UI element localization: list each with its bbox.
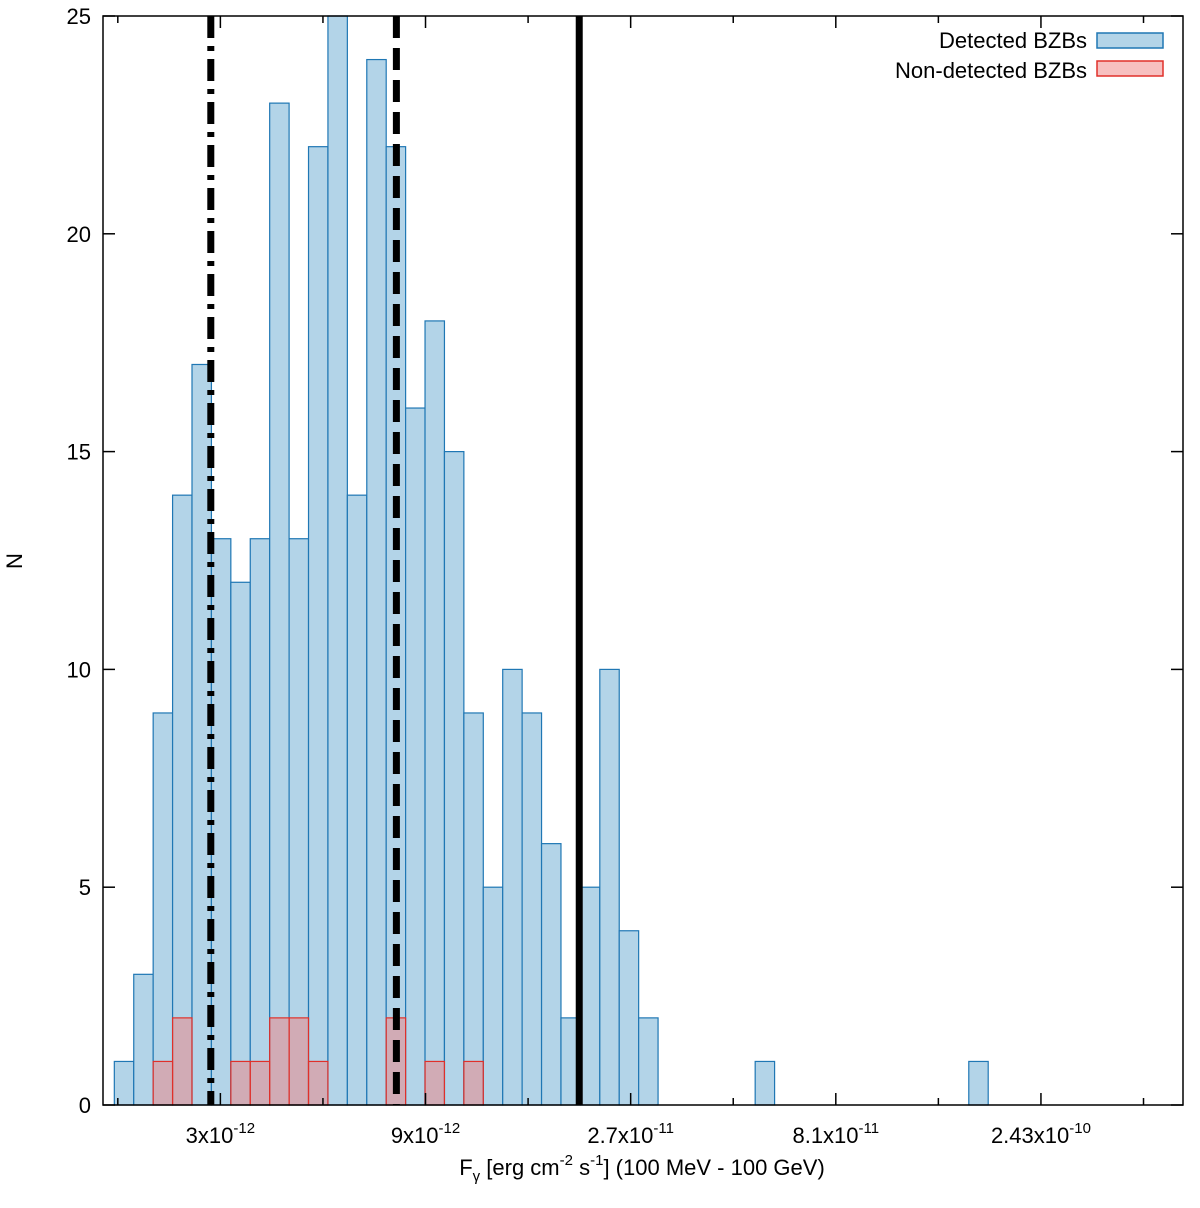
legend-swatch-nondetected — [1096, 60, 1164, 77]
y-tick-label: 15 — [67, 440, 91, 465]
nondetected-bar — [171, 1017, 193, 1106]
y-axis-ticks: 0 5 10 15 20 25 — [67, 4, 1183, 1118]
legend-label-detected: Detected BZBs — [939, 28, 1087, 53]
x-tick-mantissa: 2.7x10 — [587, 1123, 653, 1148]
x-title-part3: ] (100 MeV - 100 GeV) — [603, 1155, 824, 1180]
detected-bar — [171, 494, 193, 1106]
detected-bar — [579, 886, 601, 1106]
x-title-part2: s — [573, 1155, 590, 1180]
y-axis-title: N — [2, 553, 27, 569]
detected-bar — [540, 843, 562, 1106]
legend: Detected BZBs Non-detected BZBs — [895, 28, 1164, 83]
detected-bar — [346, 494, 368, 1106]
x-tick-mantissa: 8.1x10 — [792, 1123, 858, 1148]
nondetected-bar — [152, 1060, 174, 1106]
x-tick-exponent: -11 — [859, 1120, 880, 1137]
x-tick-exponent: -12 — [233, 1120, 255, 1137]
detected-bar — [366, 58, 387, 1106]
detected-bar — [249, 538, 271, 1106]
y-tick-label: 25 — [67, 4, 91, 29]
x-tick-label: 3x10-12 — [186, 1120, 255, 1148]
detected-bar — [618, 930, 640, 1106]
detected-bar — [133, 973, 154, 1106]
x-title-part1: [erg cm — [480, 1155, 559, 1180]
x-tick-mantissa: 2.43x10 — [991, 1123, 1069, 1148]
detected-bar — [424, 320, 446, 1106]
plot-frame — [102, 15, 1184, 1106]
detected-bar — [638, 1017, 659, 1106]
x-tick-exponent: -10 — [1069, 1120, 1091, 1137]
detected-bar — [599, 668, 620, 1106]
y-tick-label: 20 — [67, 222, 91, 247]
nondetected-bar — [463, 1060, 484, 1106]
nondetected-bar — [230, 1060, 251, 1106]
detected-bar — [210, 538, 232, 1106]
detected-bar — [405, 407, 426, 1106]
x-title-main: F — [459, 1155, 472, 1180]
x-tick-mantissa: 9x10 — [391, 1123, 439, 1148]
x-axis-title: Fγ [erg cm-2 s-1] (100 MeV - 100 GeV) — [459, 1152, 825, 1185]
x-tick-label: 2.7x10-11 — [587, 1120, 674, 1148]
x-tick-label: 2.43x10-10 — [991, 1120, 1091, 1148]
detected-bar — [754, 1060, 776, 1106]
detected-bar — [968, 1060, 989, 1106]
nondetected-bar — [288, 1017, 310, 1106]
detected-bar — [230, 581, 251, 1106]
detected-bar — [443, 451, 465, 1106]
detected-bar — [327, 15, 348, 1106]
x-tick-label: 8.1x10-11 — [792, 1120, 879, 1148]
x-tick-label: 9x10-12 — [391, 1120, 460, 1148]
detected-bar — [502, 668, 523, 1106]
detected-bar — [463, 712, 484, 1106]
detected-bar — [521, 712, 543, 1106]
legend-label-nondetected: Non-detected BZBs — [895, 58, 1087, 83]
nondetected-bar — [249, 1060, 271, 1106]
nondetected-bar — [307, 1060, 329, 1106]
detected-bar — [152, 712, 174, 1106]
reference-lines — [207, 16, 583, 1105]
x-tick-exponent: -11 — [653, 1120, 674, 1137]
x-axis-ticks: 3x10-12 9x10-12 2.7x10-11 8.1x10-11 2.43x10-… — [117, 16, 1145, 1148]
y-tick-label: 0 — [79, 1093, 91, 1118]
x-tick-mantissa: 3x10 — [186, 1123, 234, 1148]
legend-swatch-detected — [1096, 32, 1164, 49]
detected-bar — [269, 102, 290, 1106]
detected-bar — [482, 886, 504, 1106]
detected-bar — [307, 146, 329, 1106]
detected-bars — [113, 15, 989, 1106]
y-tick-label: 10 — [67, 657, 91, 682]
x-title-sub: γ — [473, 1168, 481, 1185]
x-tick-exponent: -12 — [439, 1120, 461, 1137]
nondetected-bar — [424, 1060, 446, 1106]
x-title-sup1: -2 — [560, 1152, 573, 1169]
y-tick-label: 5 — [79, 875, 91, 900]
x-title-sup2: -1 — [590, 1152, 603, 1169]
nondetected-bar — [269, 1017, 290, 1106]
